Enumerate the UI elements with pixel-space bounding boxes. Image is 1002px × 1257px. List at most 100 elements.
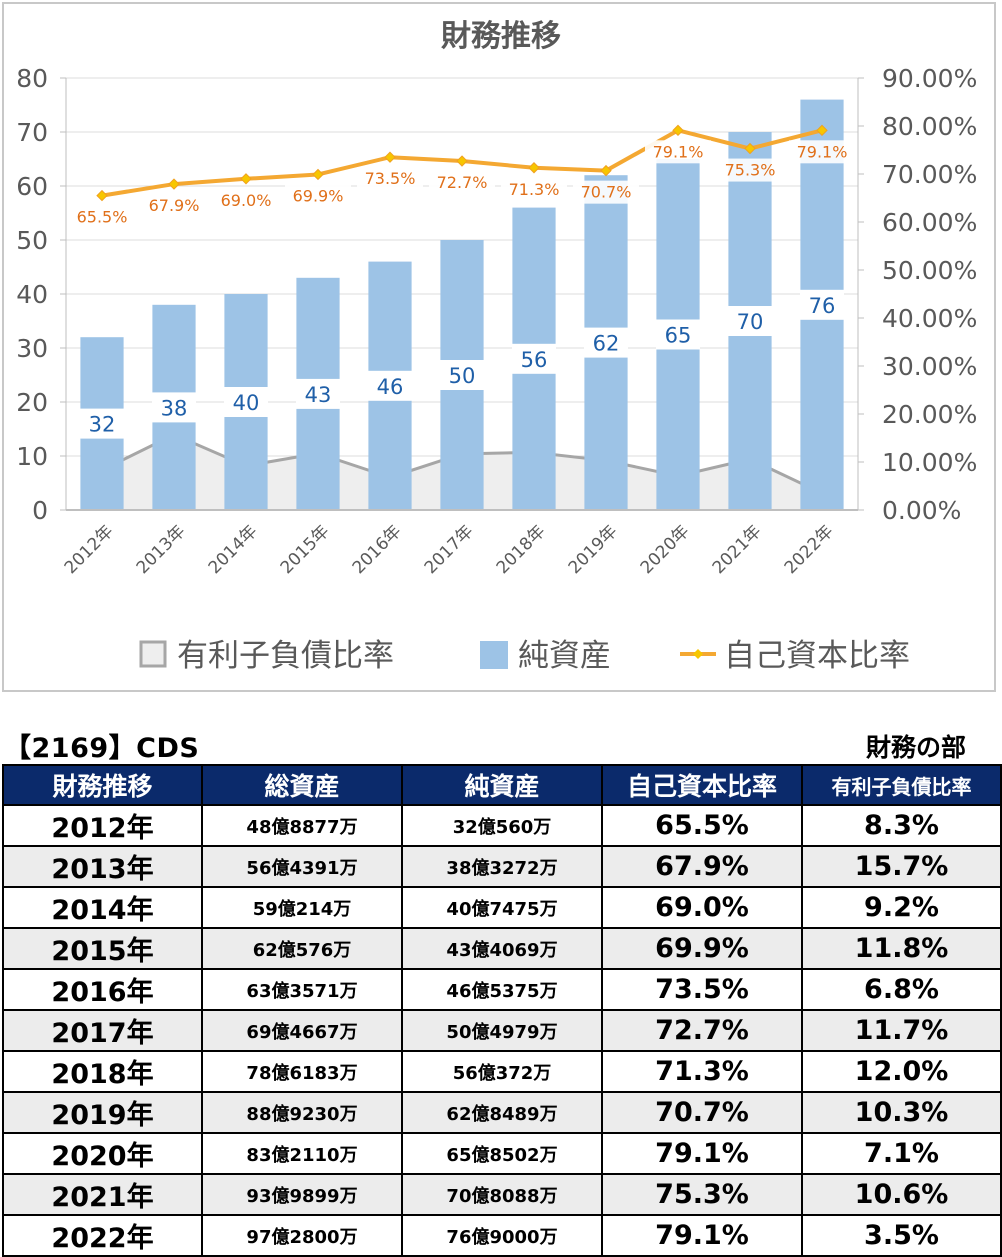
cell-net-assets: 38億3272万 xyxy=(401,845,603,888)
cell-debt-ratio: 11.8% xyxy=(801,927,1002,970)
cell-equity-ratio: 69.0% xyxy=(601,886,803,929)
line-label-box xyxy=(141,194,207,218)
y-tick-label: 70 xyxy=(16,118,48,147)
chart-title: 財務推移 xyxy=(441,19,561,54)
stock-code-title: 【2169】CDS xyxy=(4,733,200,764)
cell-year: 2018年 xyxy=(2,1050,203,1093)
table-header-row: 財務推移 総資産 純資産 自己資本比率 有利子負債比率 xyxy=(2,764,1002,806)
y2-tick-label: 60.00% xyxy=(882,208,977,237)
bar-data-label: 76 xyxy=(809,294,836,318)
cell-net-assets: 43億4069万 xyxy=(401,927,603,970)
cell-year: 2022年 xyxy=(2,1214,203,1257)
cell-equity-ratio: 75.3% xyxy=(601,1173,803,1216)
line-label-box xyxy=(789,140,855,164)
table-row: 2021年 93億9899万 70億8088万 75.3% 10.6% xyxy=(2,1173,1002,1216)
bar-label-box xyxy=(656,319,700,350)
bar-label-box xyxy=(728,306,772,336)
y2-tick-label: 40.00% xyxy=(882,304,977,333)
equity-ratio-marker xyxy=(528,162,540,174)
equity-ratio-marker xyxy=(672,124,684,137)
y2-tick-label: 90.00% xyxy=(882,64,977,93)
line-data-label: 79.1% xyxy=(653,142,704,161)
line-data-label: 71.3% xyxy=(509,180,560,199)
table-row: 2013年 56億4391万 38億3272万 67.9% 15.7% xyxy=(2,845,1002,888)
table-row: 2014年 59億214万 40億7475万 69.0% 9.2% xyxy=(2,886,1002,929)
equity-ratio-marker xyxy=(96,189,108,202)
legend-swatch-net-assets xyxy=(480,641,508,669)
legend-label-debt-ratio: 有利子負債比率 xyxy=(177,638,394,674)
cell-year: 2014年 xyxy=(2,886,203,929)
x-tick-label: 2019年 xyxy=(565,521,622,578)
cell-equity-ratio: 70.7% xyxy=(601,1091,803,1134)
cell-equity-ratio: 65.5% xyxy=(601,804,803,847)
x-tick-label: 2016年 xyxy=(349,521,406,578)
legend-label-net-assets: 純資産 xyxy=(518,638,611,674)
cell-total-assets: 62億576万 xyxy=(201,927,403,970)
table-row: 2015年 62億576万 43億4069万 69.9% 11.8% xyxy=(2,927,1002,970)
col-header-period: 財務推移 xyxy=(2,764,203,806)
cell-debt-ratio: 7.1% xyxy=(801,1132,1002,1175)
cell-net-assets: 50億4979万 xyxy=(401,1009,603,1052)
x-tick-label: 2018年 xyxy=(493,521,550,578)
cell-total-assets: 88億9230万 xyxy=(201,1091,403,1134)
finance-chart: 財務推移 0 10 20 30 40 50 60 70 80 0.00% 10.00% 20.00% 30… xyxy=(16,19,977,674)
table-row: 2017年 69億4667万 50億4979万 72.7% 11.7% xyxy=(2,1009,1002,1052)
cell-debt-ratio: 10.3% xyxy=(801,1091,1002,1134)
y-tick-label: 10 xyxy=(16,442,48,471)
y-tick-label: 20 xyxy=(16,388,48,417)
bar-data-label: 46 xyxy=(377,375,404,399)
y-tick-label: 60 xyxy=(16,172,48,201)
cell-net-assets: 76億9000万 xyxy=(401,1214,603,1257)
y-tick-label: 80 xyxy=(16,64,48,93)
cell-year: 2013年 xyxy=(2,845,203,888)
cell-net-assets: 65億8502万 xyxy=(401,1132,603,1175)
cell-year: 2020年 xyxy=(2,1132,203,1175)
cell-net-assets: 70億8088万 xyxy=(401,1173,603,1216)
cell-debt-ratio: 3.5% xyxy=(801,1214,1002,1257)
line-label-box xyxy=(717,158,783,182)
bar-data-label: 38 xyxy=(161,396,188,420)
table-row: 2019年 88億9230万 62億8489万 70.7% 10.3% xyxy=(2,1091,1002,1134)
equity-ratio-marker xyxy=(168,178,180,190)
equity-ratio-marker xyxy=(744,142,756,155)
y2-tick-label: 80.00% xyxy=(882,112,977,141)
line-data-label: 65.5% xyxy=(77,208,128,227)
cell-debt-ratio: 11.7% xyxy=(801,1009,1002,1052)
cell-equity-ratio: 71.3% xyxy=(601,1050,803,1093)
cell-total-assets: 63億3571万 xyxy=(201,968,403,1011)
cell-total-assets: 69億4667万 xyxy=(201,1009,403,1052)
bar-label-box xyxy=(368,370,412,401)
cell-year: 2015年 xyxy=(2,927,203,970)
line-label-box xyxy=(645,140,711,164)
financial-table: 財務推移 総資産 純資産 自己資本比率 有利子負債比率 2012年 48億8877… xyxy=(2,764,1002,1257)
cell-net-assets: 56億372万 xyxy=(401,1050,603,1093)
legend-swatch-equity-marker xyxy=(693,649,703,659)
bar-data-label: 40 xyxy=(233,391,260,415)
bar-label-box xyxy=(224,387,268,417)
line-label-box xyxy=(573,180,639,204)
y2-tick-label: 30.00% xyxy=(882,352,977,381)
cell-net-assets: 32億560万 xyxy=(401,804,603,847)
line-label-box xyxy=(69,205,135,229)
cell-equity-ratio: 73.5% xyxy=(601,968,803,1011)
x-tick-label: 2012年 xyxy=(61,521,118,578)
bar-data-label: 32 xyxy=(89,413,116,437)
cell-equity-ratio: 79.1% xyxy=(601,1214,803,1257)
line-data-label: 73.5% xyxy=(365,169,416,188)
bar-label-box xyxy=(512,343,556,374)
cell-total-assets: 93億9899万 xyxy=(201,1173,403,1216)
cell-equity-ratio: 67.9% xyxy=(601,845,803,888)
table-row: 2018年 78億6183万 56億372万 71.3% 12.0% xyxy=(2,1050,1002,1093)
cell-debt-ratio: 8.3% xyxy=(801,804,1002,847)
cell-equity-ratio: 72.7% xyxy=(601,1009,803,1052)
cell-year: 2019年 xyxy=(2,1091,203,1134)
bar-label-box xyxy=(296,378,340,409)
line-data-label: 72.7% xyxy=(437,173,488,192)
line-data-label: 75.3% xyxy=(725,161,776,180)
col-header-net-assets: 純資産 xyxy=(401,764,603,806)
bar-data-label: 65 xyxy=(665,324,692,348)
line-label-box xyxy=(285,184,351,208)
y2-tick-label: 20.00% xyxy=(882,400,977,429)
col-header-total-assets: 総資産 xyxy=(201,764,403,806)
cell-net-assets: 46億5375万 xyxy=(401,968,603,1011)
